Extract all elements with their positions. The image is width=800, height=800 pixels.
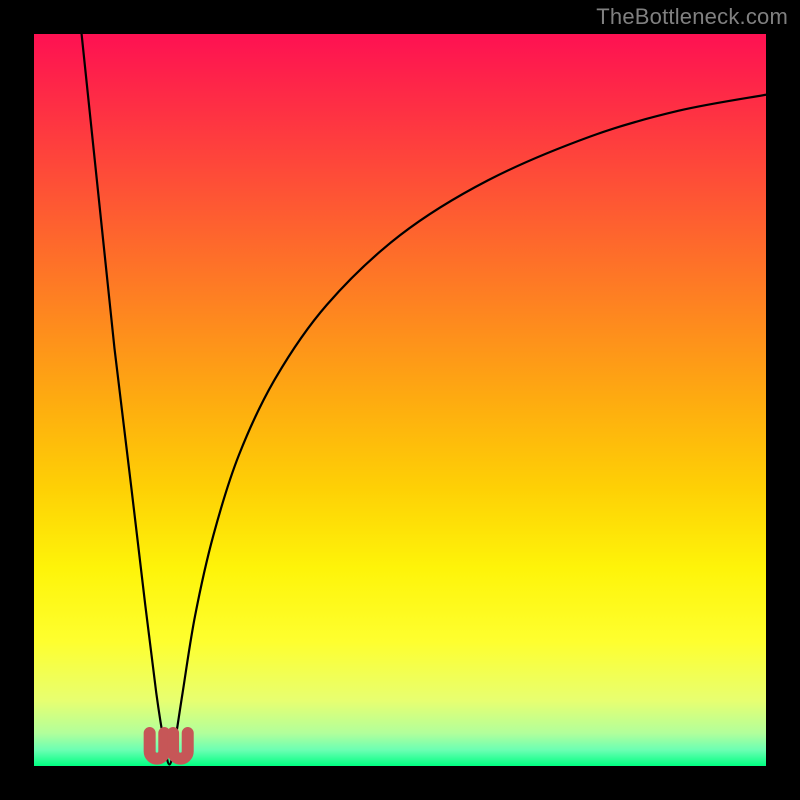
chart-svg bbox=[34, 34, 766, 766]
chart-gradient-background bbox=[34, 34, 766, 766]
chart-plot-area bbox=[34, 34, 766, 766]
watermark-text: TheBottleneck.com bbox=[596, 4, 788, 30]
